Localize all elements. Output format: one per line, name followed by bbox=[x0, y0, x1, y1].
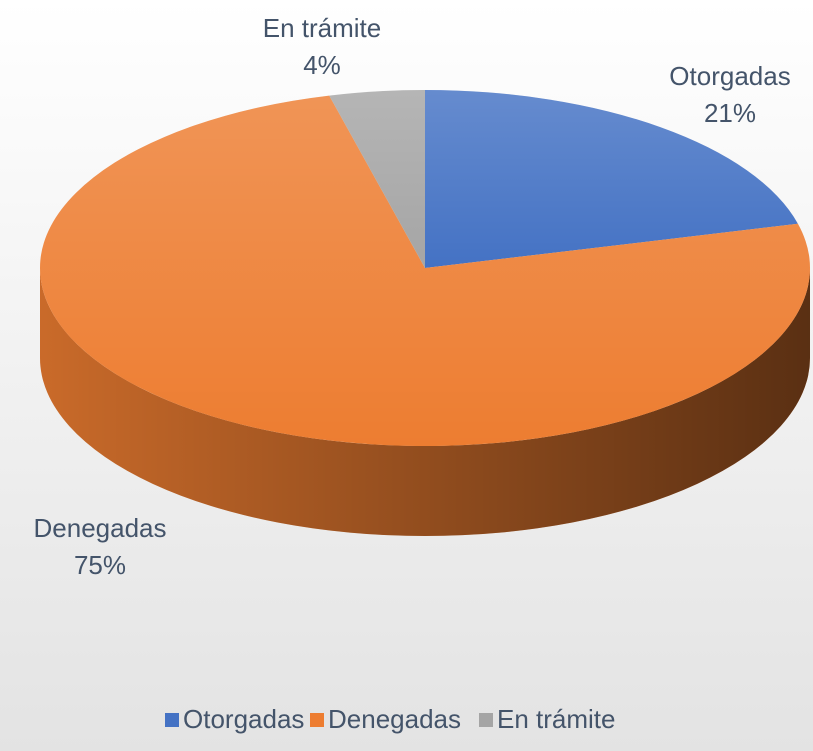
data-label-value: 21% bbox=[704, 98, 756, 128]
side-shade bbox=[40, 268, 810, 536]
legend-swatch bbox=[310, 713, 324, 727]
slice-gloss bbox=[329, 90, 425, 268]
labels: Otorgadas 21% Denegadas 75% En trámite 4% bbox=[34, 13, 791, 580]
legend-label: En trámite bbox=[497, 704, 616, 734]
data-label-value: 4% bbox=[303, 50, 341, 80]
data-label-name: Denegadas bbox=[34, 513, 167, 543]
data-label-name: En trámite bbox=[263, 13, 382, 43]
slice-gloss bbox=[425, 90, 798, 268]
data-label-value: 75% bbox=[74, 550, 126, 580]
pie bbox=[40, 90, 811, 536]
legend-swatch bbox=[165, 713, 179, 727]
legend: Otorgadas Denegadas En trámite bbox=[165, 704, 616, 734]
legend-swatch bbox=[479, 713, 493, 727]
data-label-name: Otorgadas bbox=[669, 61, 790, 91]
slice-gloss bbox=[40, 95, 811, 446]
legend-label: Otorgadas bbox=[183, 704, 304, 734]
legend-label: Denegadas bbox=[328, 704, 461, 734]
